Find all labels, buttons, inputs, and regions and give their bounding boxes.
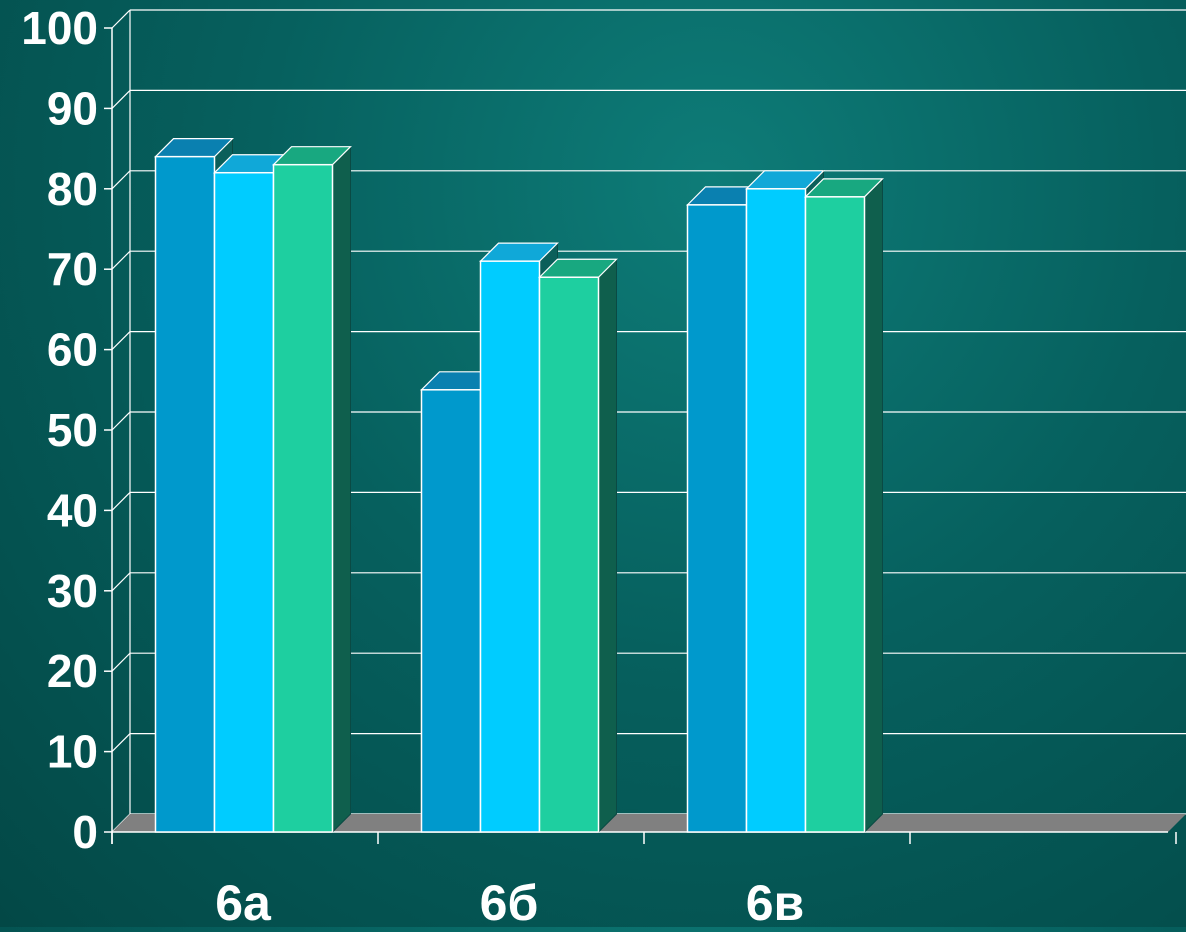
gridline-side xyxy=(111,491,131,511)
y-tick-label: 50 xyxy=(47,404,98,456)
y-tick-label: 40 xyxy=(47,484,98,536)
bar-side xyxy=(332,145,351,834)
y-tick-label: 100 xyxy=(21,2,98,54)
gridline-side xyxy=(111,572,131,592)
chart-floor xyxy=(112,814,1186,832)
bar-front xyxy=(745,188,807,833)
bar-side xyxy=(598,258,617,834)
gridline-side xyxy=(111,170,131,190)
y-tick-label: 60 xyxy=(47,324,98,376)
bar-front xyxy=(479,260,541,833)
y-tick-label: 20 xyxy=(47,645,98,697)
bar-front xyxy=(804,196,866,833)
gridline-side xyxy=(111,250,131,270)
gridline-side xyxy=(111,652,131,672)
x-tick-label: 6в xyxy=(746,875,805,927)
bar-front xyxy=(154,155,216,833)
gridline-side xyxy=(111,89,131,109)
y-tick-label: 90 xyxy=(47,82,98,134)
y-tick-label: 70 xyxy=(47,243,98,295)
gridline-side xyxy=(111,411,131,431)
bar-front xyxy=(213,171,275,833)
gridline-side xyxy=(111,331,131,351)
floor-layer xyxy=(112,814,1186,832)
bar-front xyxy=(686,204,748,833)
bar-front xyxy=(538,276,600,833)
bar xyxy=(804,177,884,834)
bar-front xyxy=(420,389,482,833)
y-tick-label: 30 xyxy=(47,565,98,617)
gridline-side xyxy=(111,733,131,753)
bar-layer xyxy=(154,137,884,834)
x-tick-label: 6б xyxy=(480,875,539,927)
y-tick-label: 0 xyxy=(72,806,98,858)
x-tick-label: 6а xyxy=(215,875,272,927)
label-layer: 0 10 20 30 40 50 60 70 80 90 100 6а 6б 6в xyxy=(21,2,805,931)
bar-side xyxy=(864,177,883,834)
bar xyxy=(272,145,352,834)
y-tick-label: 10 xyxy=(47,726,98,778)
gridline-side xyxy=(111,9,131,29)
bar xyxy=(538,258,618,834)
y-tick-label: 80 xyxy=(47,163,98,215)
bar-front xyxy=(272,163,334,833)
